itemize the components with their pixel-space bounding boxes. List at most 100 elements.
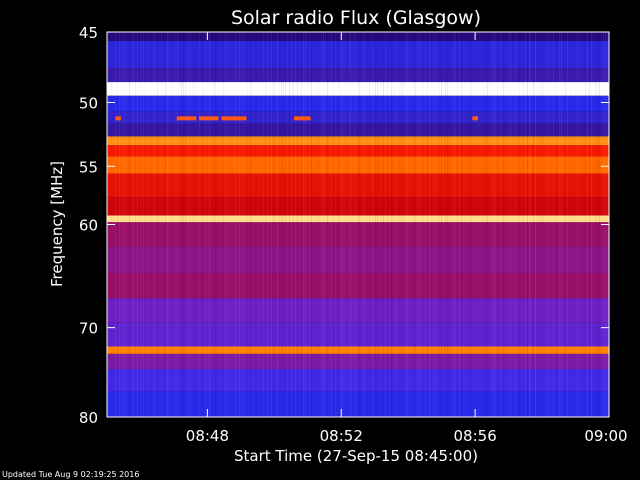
- texture-column: [303, 32, 304, 417]
- texture-column: [413, 32, 414, 417]
- texture-column: [263, 32, 264, 417]
- texture-column: [377, 32, 378, 417]
- texture-column: [181, 32, 182, 417]
- texture-column: [169, 32, 170, 417]
- texture-column: [517, 32, 518, 417]
- texture-column: [203, 32, 204, 417]
- burst-layer: [115, 116, 478, 121]
- texture-column: [369, 32, 370, 417]
- x-tick-label: 09:00: [584, 427, 627, 445]
- texture-column: [521, 32, 522, 417]
- texture-column: [575, 32, 576, 417]
- texture-column: [323, 32, 324, 417]
- texture-column: [259, 32, 260, 417]
- texture-column: [385, 32, 386, 417]
- texture-column: [365, 32, 366, 417]
- texture-column: [441, 32, 442, 417]
- texture-column: [353, 32, 354, 417]
- spectral-band-7: [107, 136, 609, 146]
- updated-timestamp: Updated Tue Aug 9 02:19:25 2016: [2, 470, 139, 479]
- texture-column: [381, 32, 382, 417]
- texture-column: [333, 32, 334, 417]
- burst-5: [472, 116, 478, 121]
- texture-column: [389, 32, 390, 417]
- texture-column: [313, 32, 314, 417]
- texture-column: [347, 32, 348, 417]
- texture-column: [115, 32, 116, 417]
- y-tick-label: 80: [79, 409, 98, 427]
- texture-column: [491, 32, 492, 417]
- y-tick-label: 70: [79, 320, 98, 338]
- texture-column: [473, 32, 474, 417]
- texture-column: [463, 32, 464, 417]
- texture-column: [351, 32, 352, 417]
- texture-column: [411, 32, 412, 417]
- texture-column: [209, 32, 210, 417]
- texture-column: [383, 32, 384, 417]
- texture-column: [237, 32, 238, 417]
- texture-column: [357, 32, 358, 417]
- texture-column: [507, 32, 508, 417]
- texture-column: [201, 32, 202, 417]
- texture-column: [287, 32, 288, 417]
- texture-column: [279, 32, 280, 417]
- texture-column: [593, 32, 594, 417]
- texture-column: [147, 32, 148, 417]
- texture-column: [195, 32, 196, 417]
- texture-column: [501, 32, 502, 417]
- texture-column: [489, 32, 490, 417]
- texture-column: [553, 32, 554, 417]
- texture-column: [487, 32, 488, 417]
- texture-column: [363, 32, 364, 417]
- texture-column: [177, 32, 178, 417]
- texture-column: [559, 32, 560, 417]
- texture-column: [535, 32, 536, 417]
- texture-column: [269, 32, 270, 417]
- texture-column: [585, 32, 586, 417]
- texture-column: [375, 32, 376, 417]
- texture-column: [499, 32, 500, 417]
- texture-column: [245, 32, 246, 417]
- texture-column: [295, 32, 296, 417]
- texture-column: [215, 32, 216, 417]
- texture-column: [189, 32, 190, 417]
- texture-column: [163, 32, 164, 417]
- texture-column: [513, 32, 514, 417]
- burst-3: [221, 116, 247, 121]
- texture-column: [183, 32, 184, 417]
- texture-column: [233, 32, 234, 417]
- texture-column: [127, 32, 128, 417]
- texture-column: [283, 32, 284, 417]
- texture-column: [199, 32, 200, 417]
- texture-column: [571, 32, 572, 417]
- texture-column: [409, 32, 410, 417]
- texture-column: [299, 32, 300, 417]
- texture-column: [231, 32, 232, 417]
- texture-column: [503, 32, 504, 417]
- texture-column: [407, 32, 408, 417]
- texture-column: [159, 32, 160, 417]
- texture-column: [565, 32, 566, 417]
- texture-column: [397, 32, 398, 417]
- spectral-band-11: [107, 197, 609, 216]
- texture-column: [511, 32, 512, 417]
- spectral-band-19: [107, 353, 609, 370]
- texture-column: [519, 32, 520, 417]
- texture-column: [557, 32, 558, 417]
- texture-column: [505, 32, 506, 417]
- texture-column: [217, 32, 218, 417]
- y-tick-label: 60: [79, 217, 98, 235]
- texture-column: [483, 32, 484, 417]
- texture-column: [121, 32, 122, 417]
- texture-column: [527, 32, 528, 417]
- texture-column: [459, 32, 460, 417]
- texture-column: [419, 32, 420, 417]
- texture-column: [309, 32, 310, 417]
- texture-column: [591, 32, 592, 417]
- texture-column: [581, 32, 582, 417]
- texture-column: [171, 32, 172, 417]
- texture-column: [153, 32, 154, 417]
- texture-column: [469, 32, 470, 417]
- texture-column: [243, 32, 244, 417]
- chart-title: Solar radio Flux (Glasgow): [231, 7, 481, 29]
